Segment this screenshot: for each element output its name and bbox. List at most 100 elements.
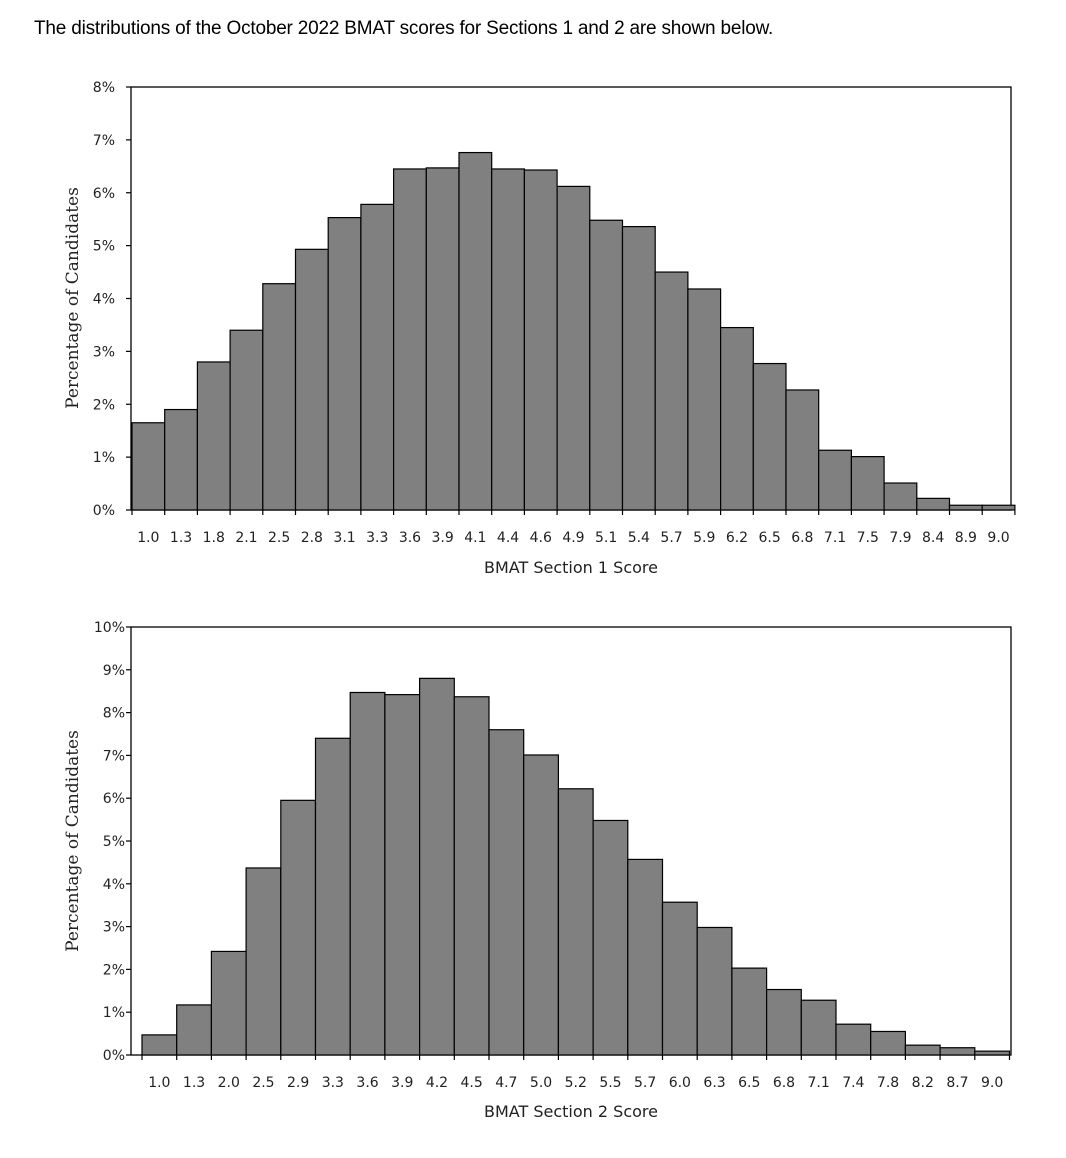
x-tick-label: 4.4 (497, 530, 519, 546)
y-tick-label: 6% (93, 186, 115, 202)
x-tick-label: 7.5 (857, 530, 879, 546)
y-tick-label: 9% (103, 663, 125, 679)
x-tick-label: 1.0 (137, 530, 159, 546)
x-tick-label: 4.5 (461, 1075, 483, 1091)
bar (627, 858, 664, 1056)
x-tick-label: 3.1 (333, 530, 355, 546)
x-tick-label: 5.0 (530, 1075, 552, 1091)
bar (556, 185, 591, 511)
x-tick-label: 3.6 (399, 530, 421, 546)
bar (974, 1050, 1011, 1056)
x-axis-title: BMAT Section 1 Score (484, 558, 658, 577)
bar (210, 950, 247, 1056)
bar (661, 901, 698, 1056)
bar (800, 999, 837, 1056)
bar (835, 1023, 872, 1056)
bar (731, 967, 768, 1056)
y-tick-label: 3% (93, 344, 115, 360)
y-tick-label: 1% (93, 450, 115, 466)
x-tick-label: 6.8 (791, 530, 813, 546)
x-tick-label: 5.7 (660, 530, 682, 546)
bar (696, 926, 733, 1056)
x-tick-label: 7.1 (808, 1075, 830, 1091)
section-1-chart: 0% 1% 2% 3% 4% 5% 6% 7% 8% 1.0 1.3 1.8 2.1 2.5 2.8 3.1 3… (63, 80, 1016, 577)
intro-text: The distributions of the October 2022 BM… (34, 18, 774, 39)
bar (939, 1047, 976, 1056)
x-tick-label: 6.3 (703, 1075, 725, 1091)
x-tick-label: 7.9 (889, 530, 911, 546)
bar (384, 694, 421, 1056)
y-tick-label: 10% (94, 620, 125, 636)
y-tick-label: 6% (103, 791, 125, 807)
bar (904, 1044, 941, 1056)
x-tick-label: 2.1 (235, 530, 257, 546)
y-tick-label: 5% (103, 834, 125, 850)
x-tick-label: 5.1 (595, 530, 617, 546)
bar (752, 362, 787, 511)
x-tick-label: 3.3 (322, 1075, 344, 1091)
bar (592, 819, 629, 1056)
bar (981, 504, 1016, 511)
bar (294, 248, 329, 511)
x-tick-label: 6.8 (773, 1075, 795, 1091)
bar (176, 1004, 212, 1056)
bar (458, 151, 493, 511)
x-tick-label: 6.0 (669, 1075, 691, 1091)
x-tick-label: 4.6 (530, 530, 552, 546)
bar (870, 1030, 907, 1056)
y-tick-label: 8% (93, 80, 115, 96)
x-tick-label: 5.5 (599, 1075, 621, 1091)
section-2-chart: 0% 1% 2% 3% 4% 5% 6% 7% 8% 9% 10% 1.0 1.3 2.0 2.5 2.9 3.… (63, 620, 1012, 1121)
x-tick-label: 2.0 (218, 1075, 240, 1091)
x-tick-label: 1.3 (170, 530, 192, 546)
x-tick-label: 4.9 (562, 530, 584, 546)
bar (131, 422, 166, 511)
x-tick-label: 6.5 (738, 1075, 760, 1091)
x-tick-label: 5.7 (634, 1075, 656, 1091)
bar (491, 168, 526, 511)
bar (916, 497, 951, 511)
bar (948, 504, 983, 511)
x-tick-label: 4.2 (426, 1075, 448, 1091)
y-axis-title: Percentage of Candidates (63, 187, 83, 409)
y-tick-label: 2% (103, 962, 125, 978)
x-tick-label: 7.1 (824, 530, 846, 546)
x-tick-label: 3.6 (356, 1075, 378, 1091)
y-tick-label: 1% (103, 1005, 125, 1021)
x-tick-label: 7.8 (877, 1075, 899, 1091)
x-tick-label: 3.9 (432, 530, 454, 546)
y-tick-label: 7% (103, 748, 125, 764)
bar (349, 691, 386, 1056)
x-tick-label: 9.0 (981, 1075, 1003, 1091)
y-tick-label: 2% (93, 397, 115, 413)
x-tick-label: 5.9 (693, 530, 715, 546)
bar (719, 326, 754, 511)
x-tick-label: 2.5 (268, 530, 290, 546)
x-tick-label: 7.4 (842, 1075, 864, 1091)
bar (141, 1034, 178, 1056)
bar (523, 754, 560, 1056)
x-tick-label: 3.3 (366, 530, 388, 546)
y-axis-title: Percentage of Candidates (63, 730, 83, 952)
x-tick-label: 1.3 (183, 1075, 205, 1091)
x-tick-label: 4.7 (495, 1075, 517, 1091)
x-tick-label: 4.1 (464, 530, 486, 546)
bar (262, 283, 297, 511)
bar (419, 677, 455, 1056)
bar (164, 408, 198, 511)
bar (523, 169, 558, 511)
bar (557, 788, 594, 1056)
x-tick-label: 5.4 (628, 530, 650, 546)
x-tick-label: 5.2 (565, 1075, 587, 1091)
bar (360, 203, 395, 511)
bar (850, 456, 885, 511)
bar (393, 168, 427, 511)
x-tick-label: 3.9 (391, 1075, 413, 1091)
x-tick-label: 6.5 (759, 530, 781, 546)
bar (196, 361, 231, 511)
x-tick-label: 8.2 (912, 1075, 934, 1091)
x-tick-label: 8.9 (955, 530, 977, 546)
x-tick-label: 8.4 (922, 530, 944, 546)
bar (621, 225, 656, 511)
